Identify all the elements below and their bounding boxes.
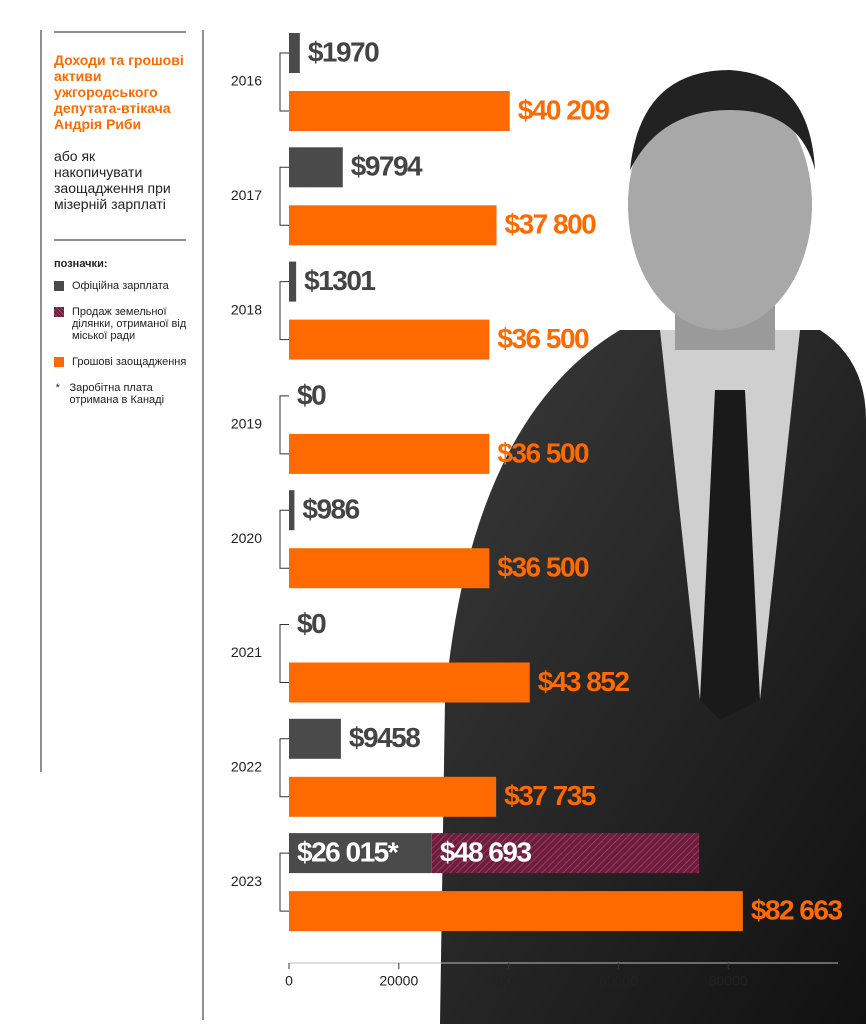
- bar: [289, 891, 743, 932]
- year-label: 2016: [231, 73, 262, 89]
- value-label: $1970: [308, 36, 379, 67]
- legend-label: Грошові заощадження: [72, 356, 187, 368]
- year-label: 2023: [231, 873, 262, 889]
- bar: [289, 147, 343, 188]
- legend: позначки: Офіційна зарплата Продаж земель…: [54, 258, 204, 420]
- year-label: 2019: [231, 416, 262, 432]
- legend-swatch: [54, 357, 64, 367]
- bar: [289, 433, 490, 474]
- value-label: $82 663: [751, 894, 843, 925]
- legend-swatch: [54, 307, 64, 317]
- bar: [289, 833, 432, 874]
- value-label: $36 500: [497, 552, 589, 583]
- value-label: $36 500: [497, 437, 589, 468]
- footnote-text: Заробітна плата отримана в Канаді: [69, 382, 165, 406]
- bar: [289, 718, 341, 759]
- value-label: $37 735: [504, 780, 596, 811]
- year-label: 2017: [231, 187, 262, 203]
- year-label: 2022: [231, 759, 262, 775]
- year-label: 2021: [231, 644, 262, 660]
- value-label: $43 852: [538, 666, 630, 697]
- bracket: [279, 395, 289, 455]
- bar: [289, 548, 490, 589]
- value-label: $26 015*: [297, 836, 399, 867]
- x-tick-label: 20000: [379, 973, 418, 989]
- title: Доходи та грошові активи ужгородського д…: [54, 52, 184, 132]
- bracket: [279, 738, 289, 798]
- bar: [289, 776, 497, 817]
- bar: [289, 91, 510, 131]
- x-tick-label: 40000: [489, 973, 528, 989]
- bar: [289, 33, 300, 73]
- value-label: $0: [297, 379, 326, 410]
- x-tick-label: 0: [285, 973, 293, 989]
- value-label: $1301: [304, 265, 375, 296]
- value-label: $0: [297, 608, 326, 639]
- bracket: [279, 166, 289, 226]
- bar: [289, 205, 497, 246]
- footnote-marker: *: [55, 382, 60, 394]
- value-label: $48 693: [440, 836, 532, 867]
- bracket: [279, 52, 289, 112]
- value-label: $36 500: [497, 323, 589, 354]
- bar: [289, 319, 490, 360]
- legend-item: Продаж земельної ділянки, отриманої від …: [54, 306, 204, 342]
- bar: [289, 662, 530, 703]
- legend-label: Продаж земельної ділянки, отриманої від …: [72, 306, 187, 342]
- bar: [289, 490, 295, 531]
- year-label: 2020: [231, 530, 262, 546]
- bar: [289, 261, 297, 302]
- legend-swatch: [54, 281, 64, 291]
- subtitle: або як накопичувати заощадження при мізе…: [54, 148, 171, 212]
- legend-item: * Заробітна плата отримана в Канаді: [54, 382, 204, 406]
- legend-label: Офіційна зарплата: [72, 280, 169, 292]
- value-label: $37 800: [505, 209, 597, 240]
- legend-item: Грошові заощадження: [54, 356, 204, 368]
- x-tick-label: 80000: [709, 973, 748, 989]
- bar: [431, 833, 700, 874]
- value-label: $9794: [351, 151, 423, 182]
- bracket: [279, 509, 289, 569]
- bracket: [279, 281, 289, 341]
- x-tick-label: 60000: [599, 973, 638, 989]
- bracket: [279, 852, 289, 912]
- year-label: 2018: [231, 301, 262, 317]
- legend-title: позначки:: [54, 258, 108, 270]
- bracket: [279, 624, 289, 683]
- value-label: $986: [302, 494, 359, 525]
- value-label: $9458: [349, 722, 420, 753]
- value-label: $40 209: [518, 94, 610, 125]
- legend-item: Офіційна зарплата: [54, 280, 204, 292]
